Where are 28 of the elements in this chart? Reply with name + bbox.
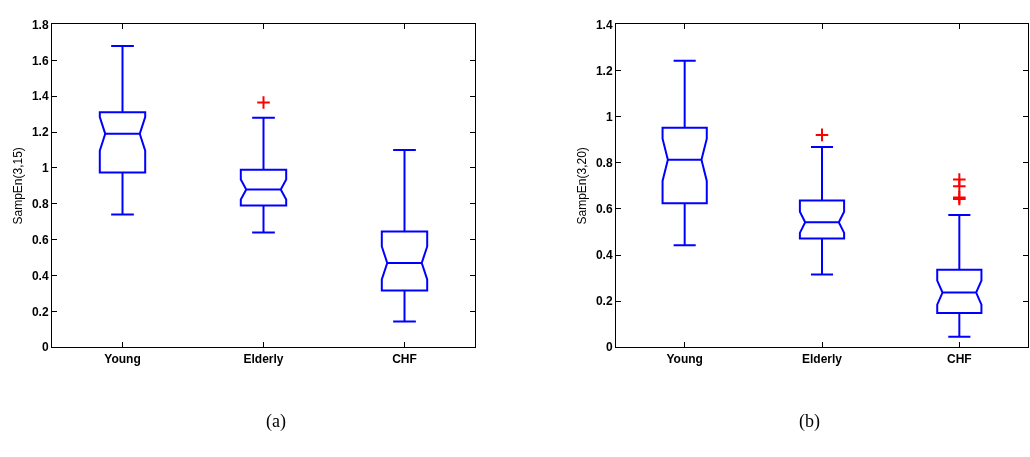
y-tick-label: 1 <box>41 161 49 176</box>
x-tick-label: CHF <box>946 351 972 366</box>
y-tick-label: 0.6 <box>595 202 613 217</box>
y-tick-label: 0.4 <box>31 268 49 283</box>
y-tick-label: 0.8 <box>31 196 49 211</box>
x-tick-label: Young <box>666 351 703 366</box>
x-tick-label: Elderly <box>801 351 843 366</box>
x-tick-label: CHF <box>392 351 417 366</box>
y-tick-label: 0.6 <box>31 232 49 247</box>
y-tick-label: 0.2 <box>595 294 613 309</box>
x-tick-label: Young <box>104 351 141 366</box>
x-tick-label: Elderly <box>243 351 284 366</box>
y-tick-label: 0 <box>605 340 613 355</box>
text: (a) <box>266 411 286 432</box>
y-tick-label: 0.8 <box>595 155 613 170</box>
y-tick-label: 1.2 <box>595 63 613 78</box>
y-tick-label: 1.4 <box>595 17 613 32</box>
y-tick-label: 0.2 <box>31 304 49 319</box>
y-axis-title: SampEn(3,15) <box>11 147 26 225</box>
text: (b) <box>799 411 820 432</box>
y-tick-label: 1.6 <box>31 53 49 68</box>
y-tick-label: 0 <box>41 340 49 355</box>
y-axis-title: SampEn(3,20) <box>575 147 590 225</box>
y-tick-label: 1.8 <box>31 17 49 32</box>
y-tick-label: 1 <box>605 109 613 124</box>
y-tick-label: 1.2 <box>31 125 49 140</box>
y-tick-label: 1.4 <box>31 89 49 104</box>
y-tick-label: 0.4 <box>595 248 613 263</box>
